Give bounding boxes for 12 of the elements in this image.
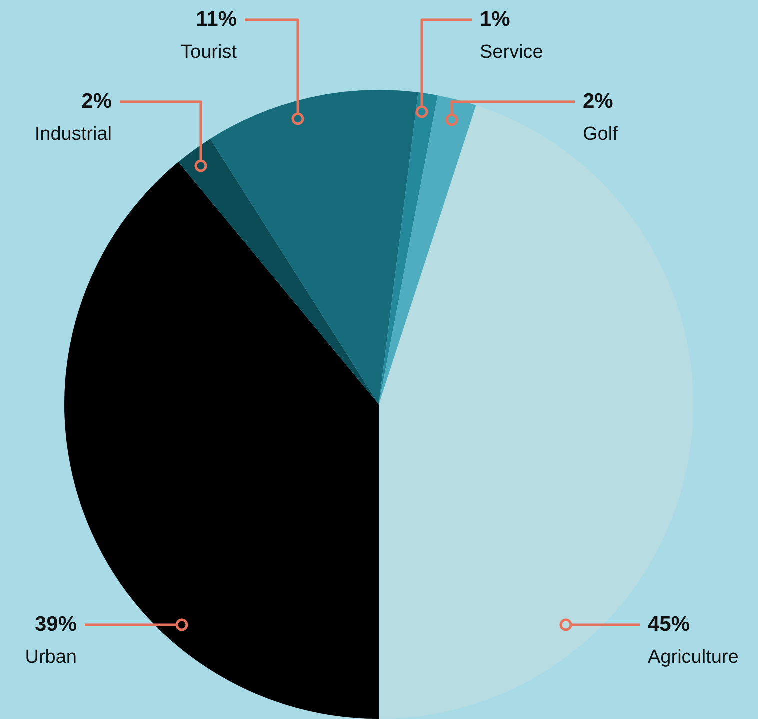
- slice-label: Golf: [583, 124, 619, 146]
- data-label: 39%: [34, 612, 78, 636]
- slice-label: Tourist: [181, 42, 238, 64]
- slice-label: Service: [480, 42, 544, 64]
- slice-label: Industrial: [34, 124, 112, 146]
- data-label: 11%: [196, 8, 238, 31]
- data-label: 1%: [480, 8, 511, 31]
- data-label: 2%: [583, 90, 614, 113]
- slice-label: Urban: [25, 647, 77, 668]
- slice-label: Agriculture: [648, 647, 739, 668]
- data-label: 45%: [648, 612, 690, 636]
- data-label: 2%: [82, 90, 112, 113]
